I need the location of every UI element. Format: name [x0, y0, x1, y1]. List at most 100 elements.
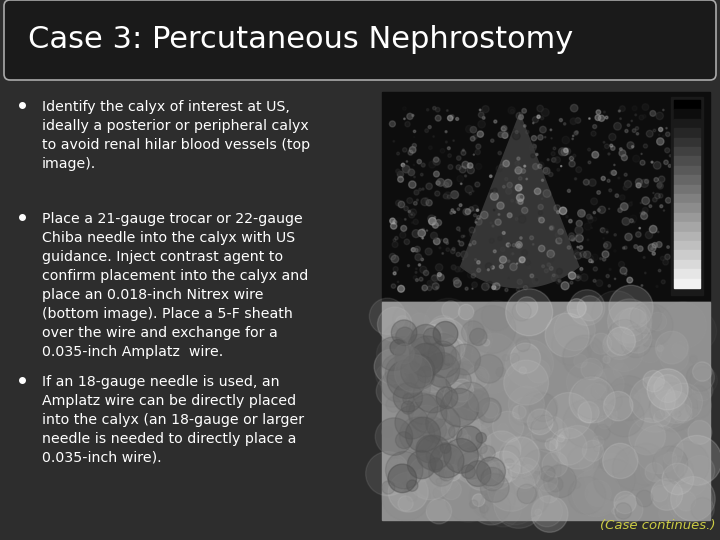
Circle shape	[498, 423, 508, 434]
Circle shape	[656, 241, 662, 247]
Circle shape	[564, 148, 571, 154]
Circle shape	[382, 481, 395, 494]
Circle shape	[635, 114, 636, 116]
Circle shape	[419, 188, 421, 191]
Circle shape	[408, 265, 410, 267]
Circle shape	[603, 148, 604, 150]
Circle shape	[490, 175, 492, 178]
Circle shape	[611, 171, 614, 174]
Circle shape	[427, 281, 432, 285]
Circle shape	[570, 281, 573, 284]
Circle shape	[518, 260, 521, 263]
Circle shape	[580, 252, 583, 256]
Circle shape	[512, 255, 517, 260]
Circle shape	[529, 393, 557, 422]
Circle shape	[390, 223, 397, 229]
Circle shape	[598, 208, 600, 212]
Circle shape	[639, 227, 640, 229]
Circle shape	[482, 339, 490, 346]
Circle shape	[474, 259, 477, 261]
Circle shape	[448, 154, 451, 157]
Circle shape	[397, 281, 399, 282]
Circle shape	[505, 178, 508, 181]
Circle shape	[429, 419, 455, 445]
Circle shape	[476, 144, 481, 149]
Circle shape	[503, 437, 539, 474]
Circle shape	[656, 286, 658, 287]
Circle shape	[492, 225, 494, 227]
Circle shape	[662, 135, 665, 137]
Circle shape	[554, 339, 572, 356]
Circle shape	[474, 354, 503, 383]
Circle shape	[641, 213, 647, 219]
Circle shape	[458, 455, 474, 471]
Circle shape	[574, 131, 578, 135]
Circle shape	[438, 424, 452, 438]
Circle shape	[472, 494, 485, 507]
Circle shape	[433, 136, 434, 137]
Circle shape	[609, 268, 611, 271]
Circle shape	[575, 274, 581, 281]
Circle shape	[575, 118, 581, 123]
Circle shape	[603, 333, 626, 356]
Circle shape	[577, 276, 580, 278]
Circle shape	[458, 266, 464, 272]
Circle shape	[431, 275, 438, 281]
Circle shape	[418, 473, 441, 496]
Circle shape	[480, 211, 488, 219]
Circle shape	[513, 406, 526, 419]
Circle shape	[418, 230, 426, 237]
Circle shape	[539, 211, 542, 215]
Circle shape	[593, 125, 597, 129]
Circle shape	[608, 355, 624, 370]
Circle shape	[395, 432, 413, 449]
Circle shape	[415, 272, 417, 273]
Circle shape	[613, 249, 616, 252]
Circle shape	[470, 126, 477, 133]
Circle shape	[672, 341, 689, 359]
Circle shape	[510, 109, 514, 113]
Circle shape	[453, 453, 482, 482]
Circle shape	[643, 256, 645, 259]
Circle shape	[415, 254, 422, 261]
Circle shape	[393, 306, 420, 333]
Bar	[670, 97, 703, 295]
Circle shape	[549, 428, 587, 465]
Circle shape	[469, 244, 472, 246]
Circle shape	[413, 374, 452, 413]
Circle shape	[554, 157, 560, 163]
Circle shape	[480, 491, 510, 522]
Circle shape	[524, 165, 526, 167]
Circle shape	[517, 279, 523, 285]
Circle shape	[592, 291, 641, 340]
Circle shape	[615, 503, 631, 519]
Circle shape	[644, 179, 649, 184]
Circle shape	[385, 451, 423, 489]
Circle shape	[576, 220, 582, 227]
Circle shape	[618, 177, 620, 179]
Circle shape	[414, 437, 422, 446]
Circle shape	[482, 402, 499, 418]
Circle shape	[516, 288, 520, 291]
Circle shape	[510, 263, 517, 271]
Circle shape	[425, 248, 432, 255]
Circle shape	[411, 248, 415, 252]
Circle shape	[538, 164, 542, 168]
Circle shape	[569, 219, 572, 223]
Circle shape	[395, 347, 422, 373]
Circle shape	[482, 117, 485, 119]
Circle shape	[611, 146, 615, 150]
Circle shape	[399, 356, 420, 378]
Circle shape	[433, 238, 440, 245]
Circle shape	[554, 309, 595, 350]
Circle shape	[436, 264, 443, 271]
Circle shape	[439, 447, 463, 470]
Circle shape	[691, 498, 714, 521]
Circle shape	[401, 225, 407, 231]
Circle shape	[475, 150, 480, 154]
Circle shape	[598, 115, 605, 122]
Circle shape	[495, 219, 501, 225]
Circle shape	[692, 380, 713, 401]
Circle shape	[469, 500, 478, 508]
Circle shape	[608, 133, 616, 140]
